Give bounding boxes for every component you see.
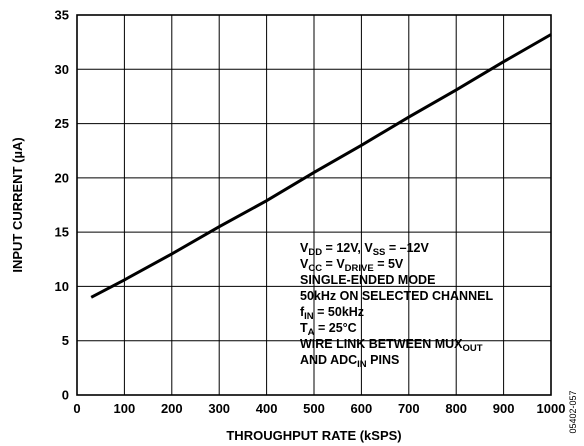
y-tick-label: 30 (55, 62, 69, 77)
x-tick-label: 300 (208, 401, 230, 416)
y-tick-label: 35 (55, 8, 69, 23)
y-axis-title: INPUT CURRENT (µA) (10, 137, 25, 272)
x-tick-labels: 0 100 200 300 400 500 600 700 800 900 1000 (73, 401, 565, 416)
annotation-line: TA = 25°C (300, 321, 357, 338)
annotation-line: VCC = VDRIVE = 5V (300, 257, 404, 274)
annotation-line: WIRE LINK BETWEEN MUXOUT (300, 337, 483, 354)
x-tick-label: 700 (398, 401, 420, 416)
series-line (90, 33, 552, 299)
annotation-line: 50kHz ON SELECTED CHANNEL (300, 289, 493, 303)
figure-code: 05402-057 (568, 390, 578, 433)
x-tick-label: 400 (256, 401, 278, 416)
x-tick-label: 1000 (537, 401, 566, 416)
x-tick-label: 0 (73, 401, 80, 416)
x-tick-label: 100 (114, 401, 136, 416)
y-tick-label: 25 (55, 116, 69, 131)
y-tick-label: 20 (55, 170, 69, 185)
x-axis-title: THROUGHPUT RATE (kSPS) (226, 428, 401, 443)
y-tick-label: 10 (55, 279, 69, 294)
x-tick-label: 600 (351, 401, 373, 416)
x-tick-label: 800 (445, 401, 467, 416)
annotation-line: fIN = 50kHz (300, 305, 364, 322)
y-tick-label: 5 (62, 333, 69, 348)
x-tick-label: 900 (493, 401, 515, 416)
x-tick-label: 200 (161, 401, 183, 416)
annotation-line: VDD = 12V, VSS = –12V (300, 241, 429, 258)
annotation-line: AND ADCIN PINS (300, 353, 399, 370)
grid (77, 15, 551, 395)
x-tick-label: 500 (303, 401, 325, 416)
plot-frame (76, 14, 552, 396)
y-tick-label: 0 (62, 388, 69, 403)
y-tick-labels: 0 5 10 15 20 25 30 35 (55, 8, 69, 403)
y-tick-label: 15 (55, 225, 69, 240)
annotation-line: SINGLE-ENDED MODE (300, 273, 435, 287)
